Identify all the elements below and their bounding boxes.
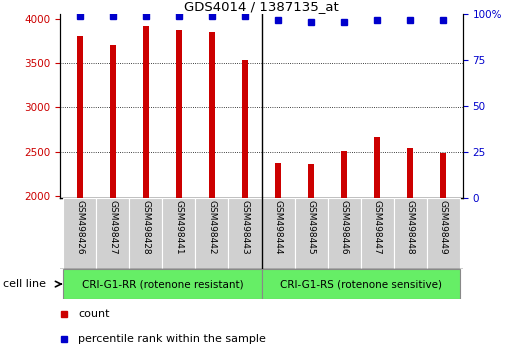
Text: cell line: cell line	[3, 279, 46, 289]
Bar	[163, 198, 196, 269]
Text: GSM498428: GSM498428	[141, 200, 151, 255]
Bar	[110, 45, 116, 198]
Text: CRI-G1-RS (rotenone sensitive): CRI-G1-RS (rotenone sensitive)	[279, 279, 441, 289]
Bar	[427, 198, 460, 269]
Text: GSM498445: GSM498445	[306, 200, 315, 255]
Text: GSM498446: GSM498446	[339, 200, 348, 255]
Bar	[63, 198, 96, 269]
Bar	[262, 198, 294, 269]
Text: CRI-G1-RR (rotenone resistant): CRI-G1-RR (rotenone resistant)	[82, 279, 243, 289]
Text: GSM498444: GSM498444	[274, 200, 282, 255]
Text: GSM498448: GSM498448	[405, 200, 415, 255]
Bar	[308, 164, 314, 198]
Bar	[96, 198, 130, 269]
Title: GDS4014 / 1387135_at: GDS4014 / 1387135_at	[184, 0, 339, 13]
Bar	[341, 151, 347, 198]
Bar	[143, 26, 149, 198]
Bar	[407, 148, 413, 198]
Bar	[176, 30, 182, 198]
Text: GSM498441: GSM498441	[175, 200, 184, 255]
Text: GSM498443: GSM498443	[241, 200, 249, 255]
Bar	[374, 137, 380, 198]
Bar	[63, 269, 262, 299]
Bar	[196, 198, 229, 269]
Bar	[262, 269, 460, 299]
Text: percentile rank within the sample: percentile rank within the sample	[78, 333, 266, 344]
Bar	[242, 60, 248, 198]
Bar	[393, 198, 427, 269]
Bar	[77, 36, 83, 198]
Bar	[327, 198, 360, 269]
Bar	[275, 163, 281, 198]
Bar	[440, 153, 446, 198]
Bar	[229, 198, 262, 269]
Bar	[209, 32, 215, 198]
Text: GSM498426: GSM498426	[75, 200, 84, 255]
Text: count: count	[78, 309, 110, 320]
Text: GSM498449: GSM498449	[439, 200, 448, 255]
Bar	[130, 198, 163, 269]
Text: GSM498427: GSM498427	[108, 200, 118, 255]
Text: GSM498442: GSM498442	[208, 200, 217, 255]
Bar	[294, 198, 327, 269]
Bar	[360, 198, 393, 269]
Text: GSM498447: GSM498447	[372, 200, 382, 255]
